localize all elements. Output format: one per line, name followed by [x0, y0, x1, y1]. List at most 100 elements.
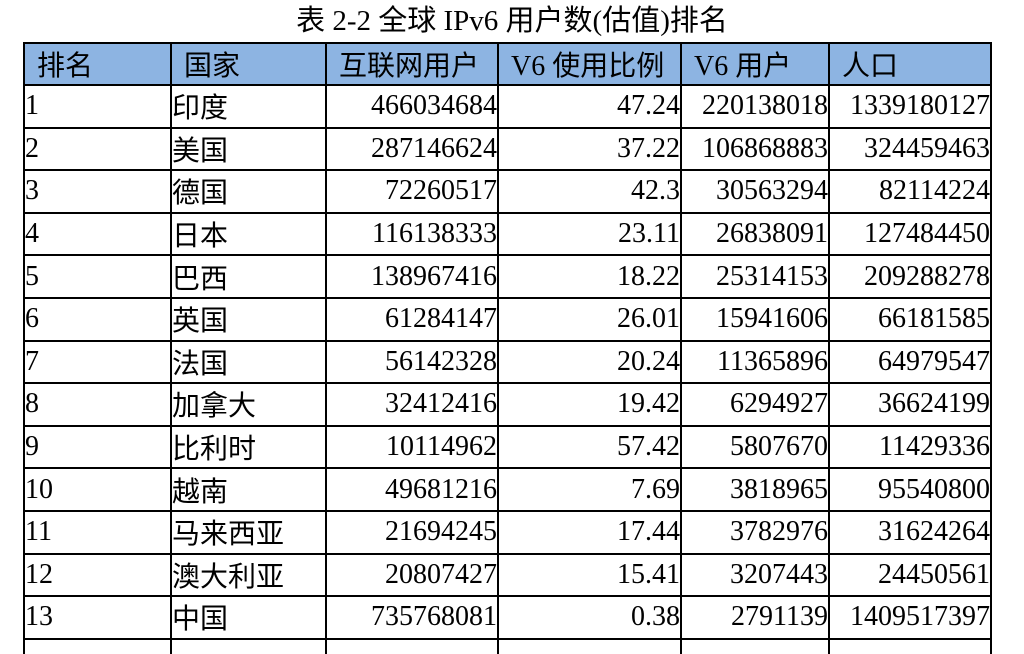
cell-country: 加拿大 [170, 382, 327, 427]
table-row: 5 巴西 138967416 18.22 25314153 209288278 [23, 254, 992, 299]
cell-population: 324459463 [828, 126, 992, 172]
cell-population: 11429336 [828, 424, 992, 470]
cell-population: 127484450 [828, 211, 992, 257]
cell-population: 66181585 [828, 296, 992, 342]
cell-v6-users: 220138018 [680, 84, 830, 129]
cell-internet-users: 49681216 [325, 467, 499, 512]
cell-population: 31624264 [828, 509, 992, 555]
cell-rank: 2 [23, 126, 172, 172]
cell-rank: 6 [23, 296, 172, 342]
cell-v6-ratio: 18.22 [497, 254, 682, 299]
cell-v6-users: 15941606 [680, 296, 830, 342]
cell-country: 中国 [170, 595, 327, 640]
cell-v6-ratio: 7.69 [497, 467, 682, 512]
cell-v6-ratio: 42.3 [497, 169, 682, 214]
cell-v6-users: 106868883 [680, 126, 830, 172]
cell-internet-users: 32412416 [325, 382, 499, 427]
table-row: 2 美国 287146624 37.22 106868883 324459463 [23, 126, 992, 172]
cell-v6-ratio: 15.41 [497, 552, 682, 598]
cell-internet-users: 10114962 [325, 424, 499, 470]
cell-population: 64979547 [828, 339, 992, 385]
col-header-country: 国家 [170, 42, 327, 86]
cell-country: 美国 [170, 126, 327, 172]
cell-country: 印度 [170, 84, 327, 129]
header-row: 排名 国家 互联网用户 V6 使用比例 V6 用户 人口 [23, 42, 992, 86]
cell-v6-users: 3207443 [680, 552, 830, 598]
table-row: 6 英国 61284147 26.01 15941606 66181585 [23, 296, 992, 342]
cell-v6-ratio: 20.24 [497, 339, 682, 385]
cell-internet-users: 21694245 [325, 509, 499, 555]
table-row-partial [23, 637, 992, 654]
cell-internet-users: 138967416 [325, 254, 499, 299]
cell-population: 95540800 [828, 467, 992, 512]
table-row: 9 比利时 10114962 57.42 5807670 11429336 [23, 424, 992, 470]
cell-country: 法国 [170, 339, 327, 385]
col-header-v6-users: V6 用户 [680, 42, 830, 86]
col-header-internet-users: 互联网用户 [325, 42, 499, 86]
cell-internet-users: 466034684 [325, 84, 499, 129]
cell-empty [680, 637, 830, 654]
cell-v6-users: 3782976 [680, 509, 830, 555]
table-row: 4 日本 116138333 23.11 26838091 127484450 [23, 211, 992, 257]
cell-v6-ratio: 19.42 [497, 382, 682, 427]
table-row: 7 法国 56142328 20.24 11365896 64979547 [23, 339, 992, 385]
table-body: 1 印度 466034684 47.24 220138018 1339180127 2 美国 2… [23, 84, 992, 654]
cell-internet-users: 116138333 [325, 211, 499, 257]
cell-rank: 5 [23, 254, 172, 299]
cell-rank: 11 [23, 509, 172, 555]
cell-country: 英国 [170, 296, 327, 342]
cell-v6-ratio: 23.11 [497, 211, 682, 257]
table-header: 排名 国家 互联网用户 V6 使用比例 V6 用户 人口 [23, 42, 992, 86]
table-row: 11 马来西亚 21694245 17.44 3782976 31624264 [23, 509, 992, 555]
table-row: 1 印度 466034684 47.24 220138018 1339180127 [23, 84, 992, 129]
cell-v6-ratio: 47.24 [497, 84, 682, 129]
cell-internet-users: 735768081 [325, 595, 499, 640]
cell-v6-users: 3818965 [680, 467, 830, 512]
cell-country: 越南 [170, 467, 327, 512]
cell-empty [170, 637, 327, 654]
col-header-v6-ratio: V6 使用比例 [497, 42, 682, 86]
col-header-rank: 排名 [23, 42, 172, 86]
cell-empty [497, 637, 682, 654]
cell-empty [828, 637, 992, 654]
cell-empty [23, 637, 172, 654]
col-header-population: 人口 [828, 42, 992, 86]
cell-v6-users: 2791139 [680, 595, 830, 640]
cell-v6-users: 5807670 [680, 424, 830, 470]
cell-rank: 3 [23, 169, 172, 214]
cell-v6-users: 30563294 [680, 169, 830, 214]
cell-v6-users: 11365896 [680, 339, 830, 385]
cell-internet-users: 20807427 [325, 552, 499, 598]
cell-v6-ratio: 57.42 [497, 424, 682, 470]
cell-population: 209288278 [828, 254, 992, 299]
cell-empty [325, 637, 499, 654]
table-title: 表 2-2 全球 IPv6 用户数(估值)排名 [296, 5, 728, 37]
cell-internet-users: 56142328 [325, 339, 499, 385]
cell-v6-users: 25314153 [680, 254, 830, 299]
cell-internet-users: 72260517 [325, 169, 499, 214]
cell-country: 巴西 [170, 254, 327, 299]
cell-rank: 10 [23, 467, 172, 512]
cell-rank: 8 [23, 382, 172, 427]
cell-population: 82114224 [828, 169, 992, 214]
cell-v6-ratio: 26.01 [497, 296, 682, 342]
cell-v6-users: 26838091 [680, 211, 830, 257]
cell-internet-users: 61284147 [325, 296, 499, 342]
cell-country: 马来西亚 [170, 509, 327, 555]
cell-v6-ratio: 37.22 [497, 126, 682, 172]
ipv6-ranking-table: 排名 国家 互联网用户 V6 使用比例 V6 用户 人口 1 印度 46603468… [23, 42, 992, 654]
table-row: 13 中国 735768081 0.38 2791139 1409517397 [23, 595, 992, 640]
cell-rank: 7 [23, 339, 172, 385]
cell-v6-users: 6294927 [680, 382, 830, 427]
table-row: 10 越南 49681216 7.69 3818965 95540800 [23, 467, 992, 512]
cell-population: 36624199 [828, 382, 992, 427]
cell-country: 比利时 [170, 424, 327, 470]
cell-v6-ratio: 0.38 [497, 595, 682, 640]
table-row: 8 加拿大 32412416 19.42 6294927 36624199 [23, 382, 992, 427]
cell-population: 1409517397 [828, 595, 992, 640]
cell-population: 24450561 [828, 552, 992, 598]
cell-population: 1339180127 [828, 84, 992, 129]
cell-rank: 1 [23, 84, 172, 129]
cell-country: 澳大利亚 [170, 552, 327, 598]
